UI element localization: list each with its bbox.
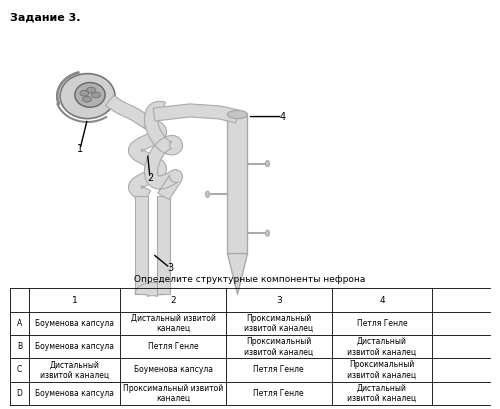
Text: Дистальный
извитой каналец: Дистальный извитой каналец (348, 384, 416, 403)
Text: Дистальный
извитой каналец: Дистальный извитой каналец (348, 337, 416, 356)
Ellipse shape (82, 96, 92, 102)
Text: Проксимальный
извитой каналец: Проксимальный извитой каналец (244, 337, 314, 356)
Bar (228, 115, 248, 254)
Ellipse shape (60, 74, 115, 119)
Text: 3: 3 (276, 295, 281, 305)
Polygon shape (228, 254, 248, 294)
Ellipse shape (75, 83, 105, 107)
Polygon shape (157, 196, 170, 294)
Text: Петля Генле: Петля Генле (356, 319, 408, 328)
Text: Петля Генле: Петля Генле (148, 342, 198, 351)
Text: 2: 2 (170, 295, 176, 305)
Text: 2: 2 (147, 173, 153, 183)
Text: C: C (17, 365, 22, 375)
Ellipse shape (266, 161, 270, 167)
Text: Боуменова капсула: Боуменова капсула (36, 389, 115, 398)
Text: 4: 4 (379, 295, 385, 305)
Text: Боуменова капсула: Боуменова капсула (36, 319, 115, 328)
Polygon shape (144, 101, 182, 200)
Ellipse shape (92, 92, 100, 98)
Text: Проксимальный
извитой каналец: Проксимальный извитой каналец (348, 360, 416, 380)
Text: Проксимальный извитой
каналец: Проксимальный извитой каналец (123, 384, 224, 403)
Ellipse shape (86, 87, 96, 93)
Ellipse shape (206, 191, 210, 197)
Text: D: D (16, 389, 22, 398)
Text: Петля Генле: Петля Генле (254, 389, 304, 398)
Polygon shape (153, 104, 240, 123)
Polygon shape (128, 117, 166, 202)
Text: Петля Генле: Петля Генле (254, 365, 304, 375)
Polygon shape (135, 196, 148, 294)
Text: 1: 1 (72, 295, 78, 305)
Ellipse shape (80, 90, 89, 96)
Text: Дистальный
извитой каналец: Дистальный извитой каналец (40, 360, 110, 380)
Text: Боуменова капсула: Боуменова капсула (134, 365, 212, 375)
Ellipse shape (228, 110, 248, 119)
Ellipse shape (266, 230, 270, 236)
Text: Боуменова капсула: Боуменова капсула (36, 342, 115, 351)
Text: 1: 1 (77, 144, 83, 154)
Text: Дистальный извитой
каналец: Дистальный извитой каналец (131, 314, 216, 333)
Text: 4: 4 (280, 112, 285, 121)
Text: 3: 3 (167, 263, 173, 273)
Polygon shape (106, 95, 152, 128)
Text: A: A (17, 319, 22, 328)
Polygon shape (135, 283, 170, 297)
Text: B: B (17, 342, 22, 351)
Text: Задание 3.: Задание 3. (10, 12, 80, 22)
Text: Определите структурные компоненты нефрона: Определите структурные компоненты нефрон… (134, 275, 366, 284)
Text: Проксимальный
извитой каналец: Проксимальный извитой каналец (244, 314, 314, 333)
